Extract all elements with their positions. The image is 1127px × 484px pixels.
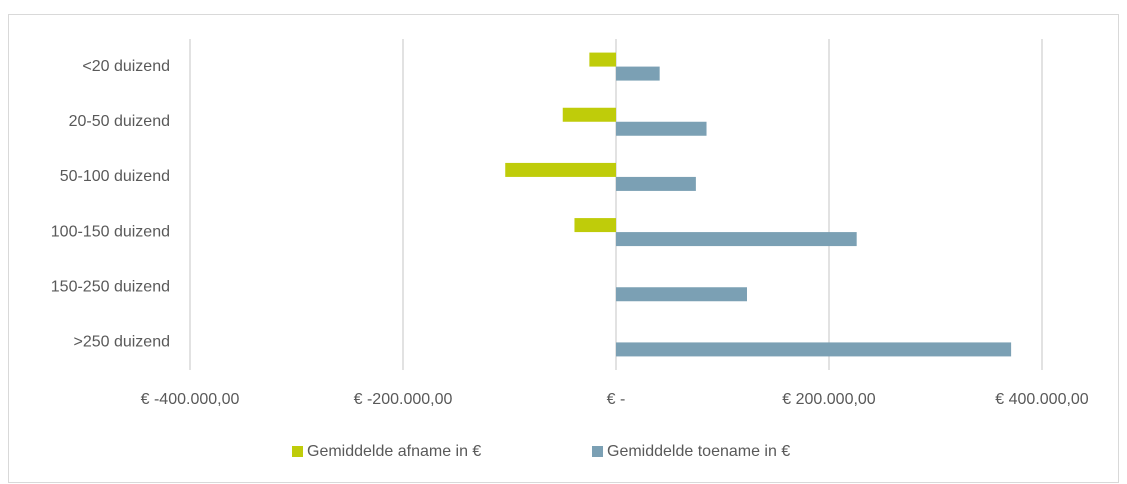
legend-label: Gemiddelde toename in € bbox=[607, 443, 790, 460]
bar bbox=[616, 342, 1012, 357]
legend-swatch bbox=[292, 446, 303, 457]
y-tick-label: <20 duizend bbox=[82, 58, 170, 75]
bar bbox=[505, 162, 616, 177]
legend-swatch bbox=[592, 446, 603, 457]
bar bbox=[616, 176, 696, 191]
legend-label: Gemiddelde afname in € bbox=[307, 443, 481, 460]
bar bbox=[616, 121, 707, 136]
x-tick-label: € -200.000,00 bbox=[354, 391, 453, 408]
bar bbox=[616, 232, 857, 247]
x-tick-label: € 400.000,00 bbox=[995, 391, 1089, 408]
bar bbox=[574, 218, 616, 233]
y-tick-label: 20-50 duizend bbox=[69, 113, 170, 130]
bar bbox=[562, 107, 616, 122]
y-tick-label: 100-150 duizend bbox=[51, 223, 170, 240]
x-tick-label: € -400.000,00 bbox=[141, 391, 240, 408]
y-tick-label: 150-250 duizend bbox=[51, 278, 170, 295]
y-tick-label: 50-100 duizend bbox=[60, 168, 170, 185]
y-tick-label: >250 duizend bbox=[73, 334, 170, 351]
bar bbox=[589, 52, 616, 67]
x-tick-label: € - bbox=[607, 391, 626, 408]
bar bbox=[616, 287, 747, 302]
bar bbox=[616, 66, 660, 81]
chart-frame bbox=[8, 14, 1119, 483]
x-tick-label: € 200.000,00 bbox=[782, 391, 876, 408]
